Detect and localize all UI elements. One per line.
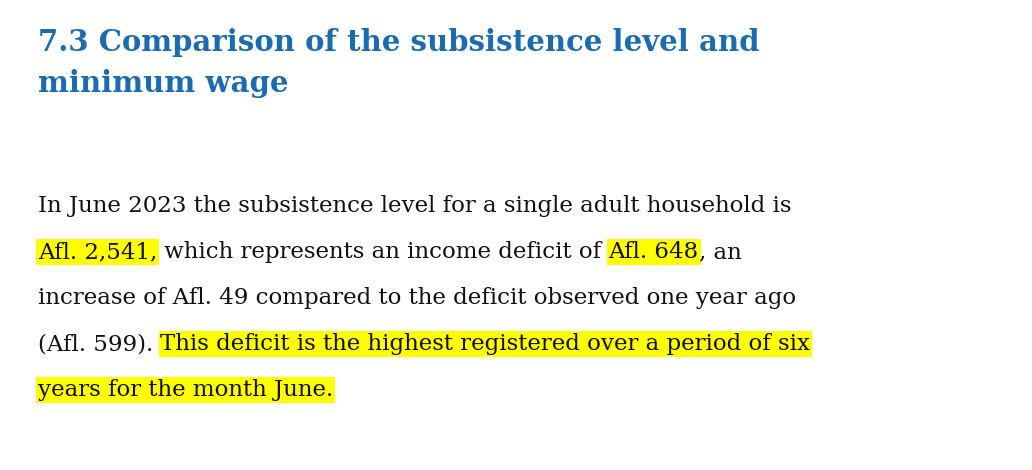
Text: (Afl. 599).: (Afl. 599).: [38, 333, 161, 355]
Text: 7.3 Comparison of the subsistence level and: 7.3 Comparison of the subsistence level …: [38, 28, 760, 57]
Text: years for the month June.: years for the month June.: [38, 379, 333, 401]
Text: , an: , an: [699, 241, 742, 263]
Text: which represents an income deficit of: which represents an income deficit of: [157, 241, 609, 263]
Text: Afl. 2,541,: Afl. 2,541,: [38, 241, 157, 263]
Text: increase of Afl. 49 compared to the deficit observed one year ago: increase of Afl. 49 compared to the defi…: [38, 287, 796, 309]
Text: In June 2023 the subsistence level for a single adult household is: In June 2023 the subsistence level for a…: [38, 195, 792, 217]
Text: Afl. 648: Afl. 648: [609, 241, 699, 263]
Text: minimum wage: minimum wage: [38, 69, 289, 98]
Text: This deficit is the highest registered over a period of six: This deficit is the highest registered o…: [161, 333, 810, 355]
